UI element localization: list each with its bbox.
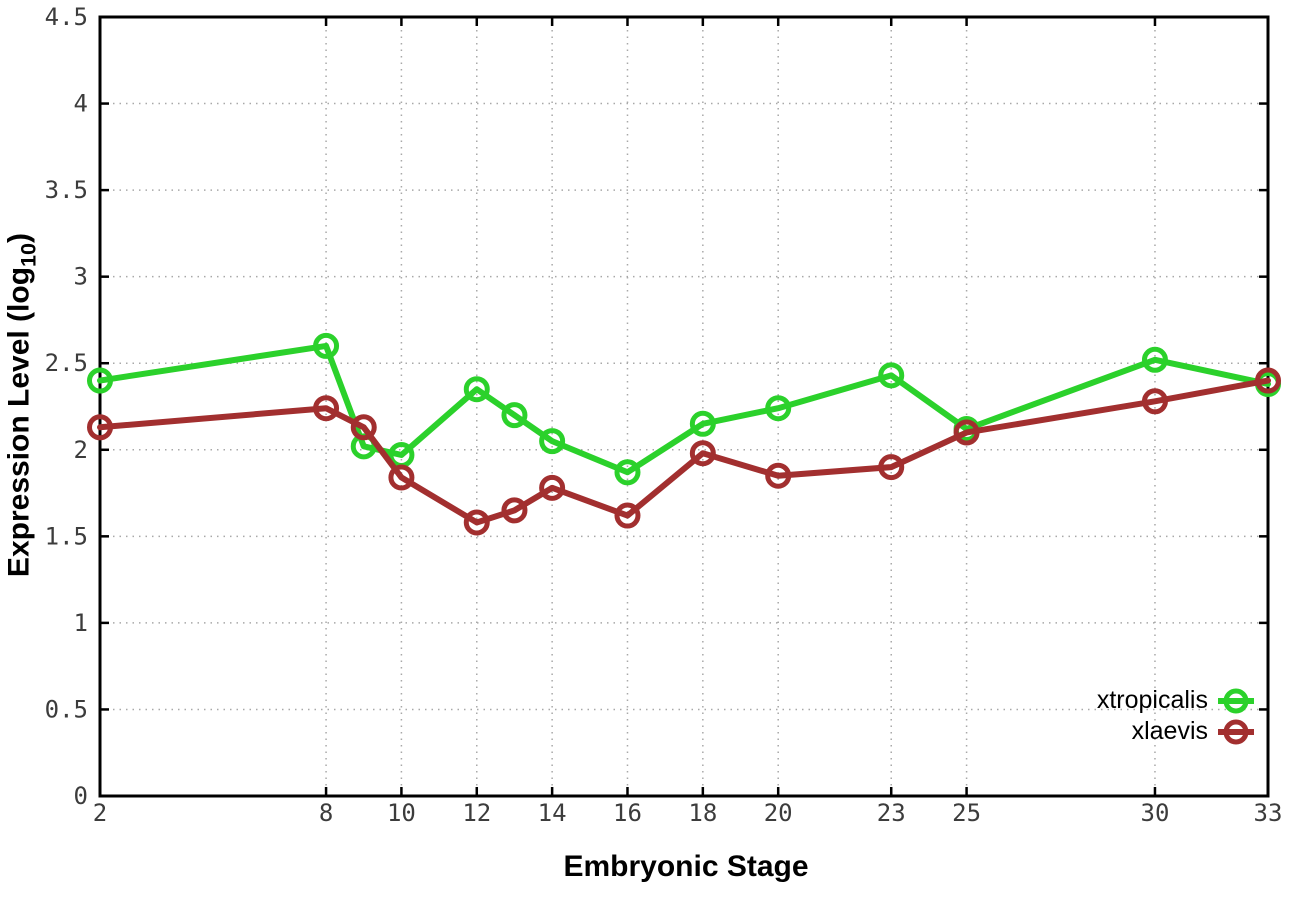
data-point-marker-xtropicalis <box>878 362 905 389</box>
y-tick-label: 4.5 <box>45 3 88 31</box>
data-point-marker-xlaevis <box>313 395 340 422</box>
y-tick-label: 0 <box>74 782 88 810</box>
data-point-marker-xtropicalis <box>765 395 792 422</box>
y-axis-title-subscript: 10 <box>15 242 41 267</box>
legend-label-xtropicalis: xtropicalis <box>1096 686 1208 714</box>
y-axis-title-suffix: ) <box>2 232 36 243</box>
x-tick-label: 2 <box>93 799 107 827</box>
data-point-marker-xlaevis <box>878 454 905 481</box>
data-point-marker-xlaevis <box>87 414 113 441</box>
x-tick-label: 20 <box>764 799 793 827</box>
data-point-marker-xlaevis <box>350 414 377 441</box>
x-tick-label: 25 <box>952 799 981 827</box>
series-line-xtropicalis <box>97 342 1271 476</box>
legend-item-xtropicalis: xtropicalis <box>1097 685 1256 716</box>
y-axis-title: Expression Level (log10) <box>3 233 42 577</box>
x-tick-label: 12 <box>462 799 491 827</box>
y-tick-label: 1.5 <box>45 522 88 550</box>
line-circle-marker-icon <box>1218 719 1254 744</box>
y-tick-label: 3.5 <box>45 176 88 204</box>
y-tick-label: 1 <box>74 609 88 637</box>
line-circle-marker-icon <box>1218 688 1254 713</box>
y-tick-label: 2 <box>74 436 88 464</box>
data-point-marker-xlaevis <box>689 440 716 467</box>
legend: xtropicalis xlaevis <box>1097 685 1256 747</box>
x-axis-title: Embryonic Stage <box>563 850 809 883</box>
plot-border <box>98 15 1270 798</box>
series-line-xlaevis <box>97 377 1271 526</box>
data-point-marker-xtropicalis <box>1141 346 1168 373</box>
data-point-marker-xtropicalis <box>313 332 340 359</box>
x-tick-label: 23 <box>877 799 906 827</box>
legend-item-xlaevis: xlaevis <box>1132 716 1256 747</box>
data-point-marker-xlaevis <box>953 419 980 446</box>
legend-label-xlaevis: xlaevis <box>1131 717 1208 745</box>
data-point-marker-xtropicalis <box>614 459 641 486</box>
y-tick-label: 3 <box>74 263 88 291</box>
data-point-marker-xlaevis <box>765 462 792 489</box>
y-axis-title-text: Expression Level (log <box>2 266 36 578</box>
data-point-marker-xtropicalis <box>501 402 528 429</box>
data-point-marker-xtropicalis <box>463 376 490 403</box>
x-tick-label: 30 <box>1141 799 1170 827</box>
x-tick-label: 10 <box>387 799 416 827</box>
data-point-marker-xtropicalis <box>689 410 716 437</box>
y-tick-label: 0.5 <box>45 695 88 723</box>
x-tick-label: 18 <box>688 799 717 827</box>
data-point-marker-xlaevis <box>1255 367 1281 394</box>
x-tick-label: 8 <box>319 799 333 827</box>
x-tick-label: 14 <box>538 799 567 827</box>
data-point-marker-xlaevis <box>539 474 566 501</box>
y-tick-label: 4 <box>74 90 88 118</box>
data-point-marker-xlaevis <box>1141 388 1168 415</box>
x-tick-label: 33 <box>1254 799 1283 827</box>
data-point-marker-xtropicalis <box>87 367 113 394</box>
data-point-marker-xlaevis <box>501 497 528 524</box>
x-tick-label: 16 <box>613 799 642 827</box>
data-point-marker-xlaevis <box>388 464 415 491</box>
data-point-marker-xlaevis <box>614 502 641 529</box>
data-point-marker-xtropicalis <box>539 428 566 455</box>
y-tick-label: 2.5 <box>45 349 88 377</box>
data-point-marker-xlaevis <box>463 509 490 536</box>
